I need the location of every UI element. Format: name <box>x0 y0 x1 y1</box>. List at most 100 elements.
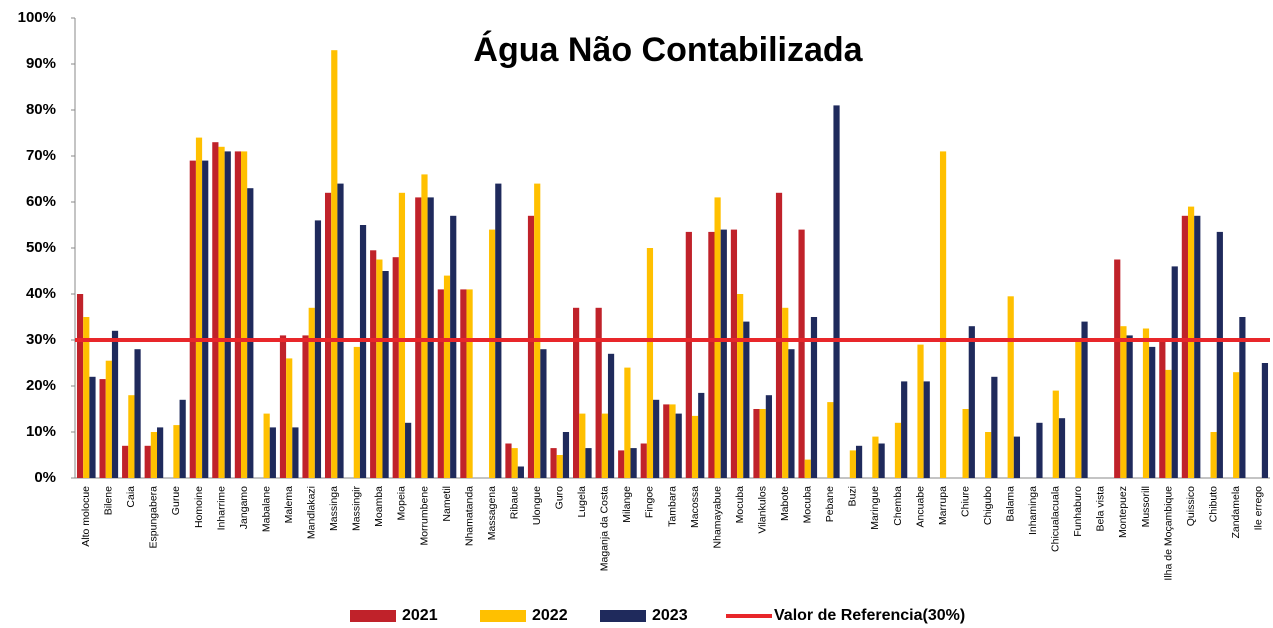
legend-swatch <box>480 610 526 622</box>
x-tick-label: Massingir <box>351 486 363 531</box>
bar <box>675 413 682 478</box>
bar <box>782 307 789 478</box>
bar <box>495 183 502 478</box>
bar <box>218 146 225 479</box>
x-tick-label: Quissico <box>1185 486 1197 526</box>
bar <box>505 443 512 478</box>
x-tick-label: Mandlakazi <box>306 486 318 539</box>
bar <box>353 346 360 478</box>
x-tick-label: Milange <box>621 486 633 523</box>
bar <box>134 349 141 478</box>
x-tick-label: Jangamo <box>238 486 250 529</box>
x-tick-label: Balama <box>1004 486 1016 522</box>
bar <box>653 399 660 478</box>
bar <box>224 151 231 478</box>
bar <box>1058 418 1066 478</box>
bar <box>804 459 811 478</box>
bar <box>382 271 389 478</box>
bar <box>286 358 293 478</box>
x-tick-label: Morrumbene <box>418 486 430 546</box>
bar <box>708 231 715 478</box>
x-tick-label: Nametil <box>441 486 453 522</box>
x-tick-label: Pebane <box>824 486 836 522</box>
bar <box>1075 340 1082 478</box>
bar <box>878 443 885 478</box>
x-tick-label: Alto molocue <box>80 486 92 547</box>
bar <box>798 229 805 478</box>
bar <box>585 448 592 478</box>
bar <box>939 151 947 478</box>
x-tick-label: Maringue <box>869 486 881 530</box>
x-tick-label: Nhamayabue <box>711 486 723 549</box>
bar <box>743 321 750 478</box>
bar <box>737 294 744 478</box>
x-tick-label: Mabote <box>779 486 791 521</box>
x-tick-label: Fingoe <box>644 486 656 518</box>
x-tick-label: Bilene <box>103 486 115 515</box>
bar <box>128 395 135 478</box>
bar <box>849 450 856 478</box>
bar <box>324 192 332 479</box>
bar <box>968 326 975 478</box>
bar <box>415 197 422 478</box>
bar <box>894 422 902 478</box>
bar <box>618 450 625 478</box>
x-tick-label: Macossa <box>689 486 701 528</box>
bar <box>1216 231 1223 478</box>
bar <box>89 376 96 478</box>
bar <box>1194 215 1201 479</box>
bar <box>173 425 180 478</box>
bar <box>833 105 840 479</box>
bar <box>788 349 795 478</box>
bar <box>556 455 563 478</box>
x-tick-label: Buzi <box>847 486 859 506</box>
bar <box>179 399 186 478</box>
bar <box>405 422 412 478</box>
bar <box>759 409 766 478</box>
bar <box>607 353 615 478</box>
bar <box>263 413 270 478</box>
bar <box>144 445 151 478</box>
x-tick-label: Inharrime <box>215 486 227 531</box>
bar <box>810 317 818 478</box>
x-tick-label: Caia <box>125 486 137 508</box>
y-tick-label: 70% <box>26 147 56 164</box>
bar <box>753 409 760 478</box>
x-tick-label: Chibuto <box>1207 486 1219 522</box>
x-tick-label: Maganja da Costa <box>599 486 611 571</box>
bar <box>370 250 377 478</box>
bar <box>872 436 879 478</box>
bar <box>1120 326 1127 478</box>
bar <box>698 392 705 478</box>
x-tick-label: Ancuabe <box>914 486 926 528</box>
x-tick-label: Ile errego <box>1253 486 1265 531</box>
x-tick-label: Chicualacuala <box>1050 486 1062 552</box>
bar <box>663 404 670 478</box>
bar <box>466 289 473 478</box>
x-tick-label: Mocuba <box>802 486 814 524</box>
bar <box>1233 372 1240 478</box>
x-tick-label: Funhaburo <box>1072 486 1084 537</box>
bar <box>550 448 557 478</box>
x-tick-label: Ulongue <box>531 486 543 525</box>
x-tick-label: Ribaue <box>508 486 520 519</box>
legend-swatch <box>600 610 646 622</box>
bar <box>1261 363 1269 478</box>
bar <box>489 229 496 478</box>
bar <box>241 151 248 478</box>
bar <box>855 445 863 478</box>
bar <box>460 289 467 478</box>
x-tick-label: Mabalane <box>260 486 272 532</box>
bar <box>111 330 119 478</box>
bar <box>985 432 992 478</box>
legend-label: 2021 <box>402 607 438 624</box>
bar <box>302 335 309 478</box>
bar <box>923 381 930 478</box>
bar <box>150 432 158 478</box>
bar <box>279 335 287 478</box>
bar <box>775 192 783 479</box>
y-tick-label: 100% <box>18 9 56 26</box>
bar <box>1149 346 1156 478</box>
bar <box>292 427 299 478</box>
